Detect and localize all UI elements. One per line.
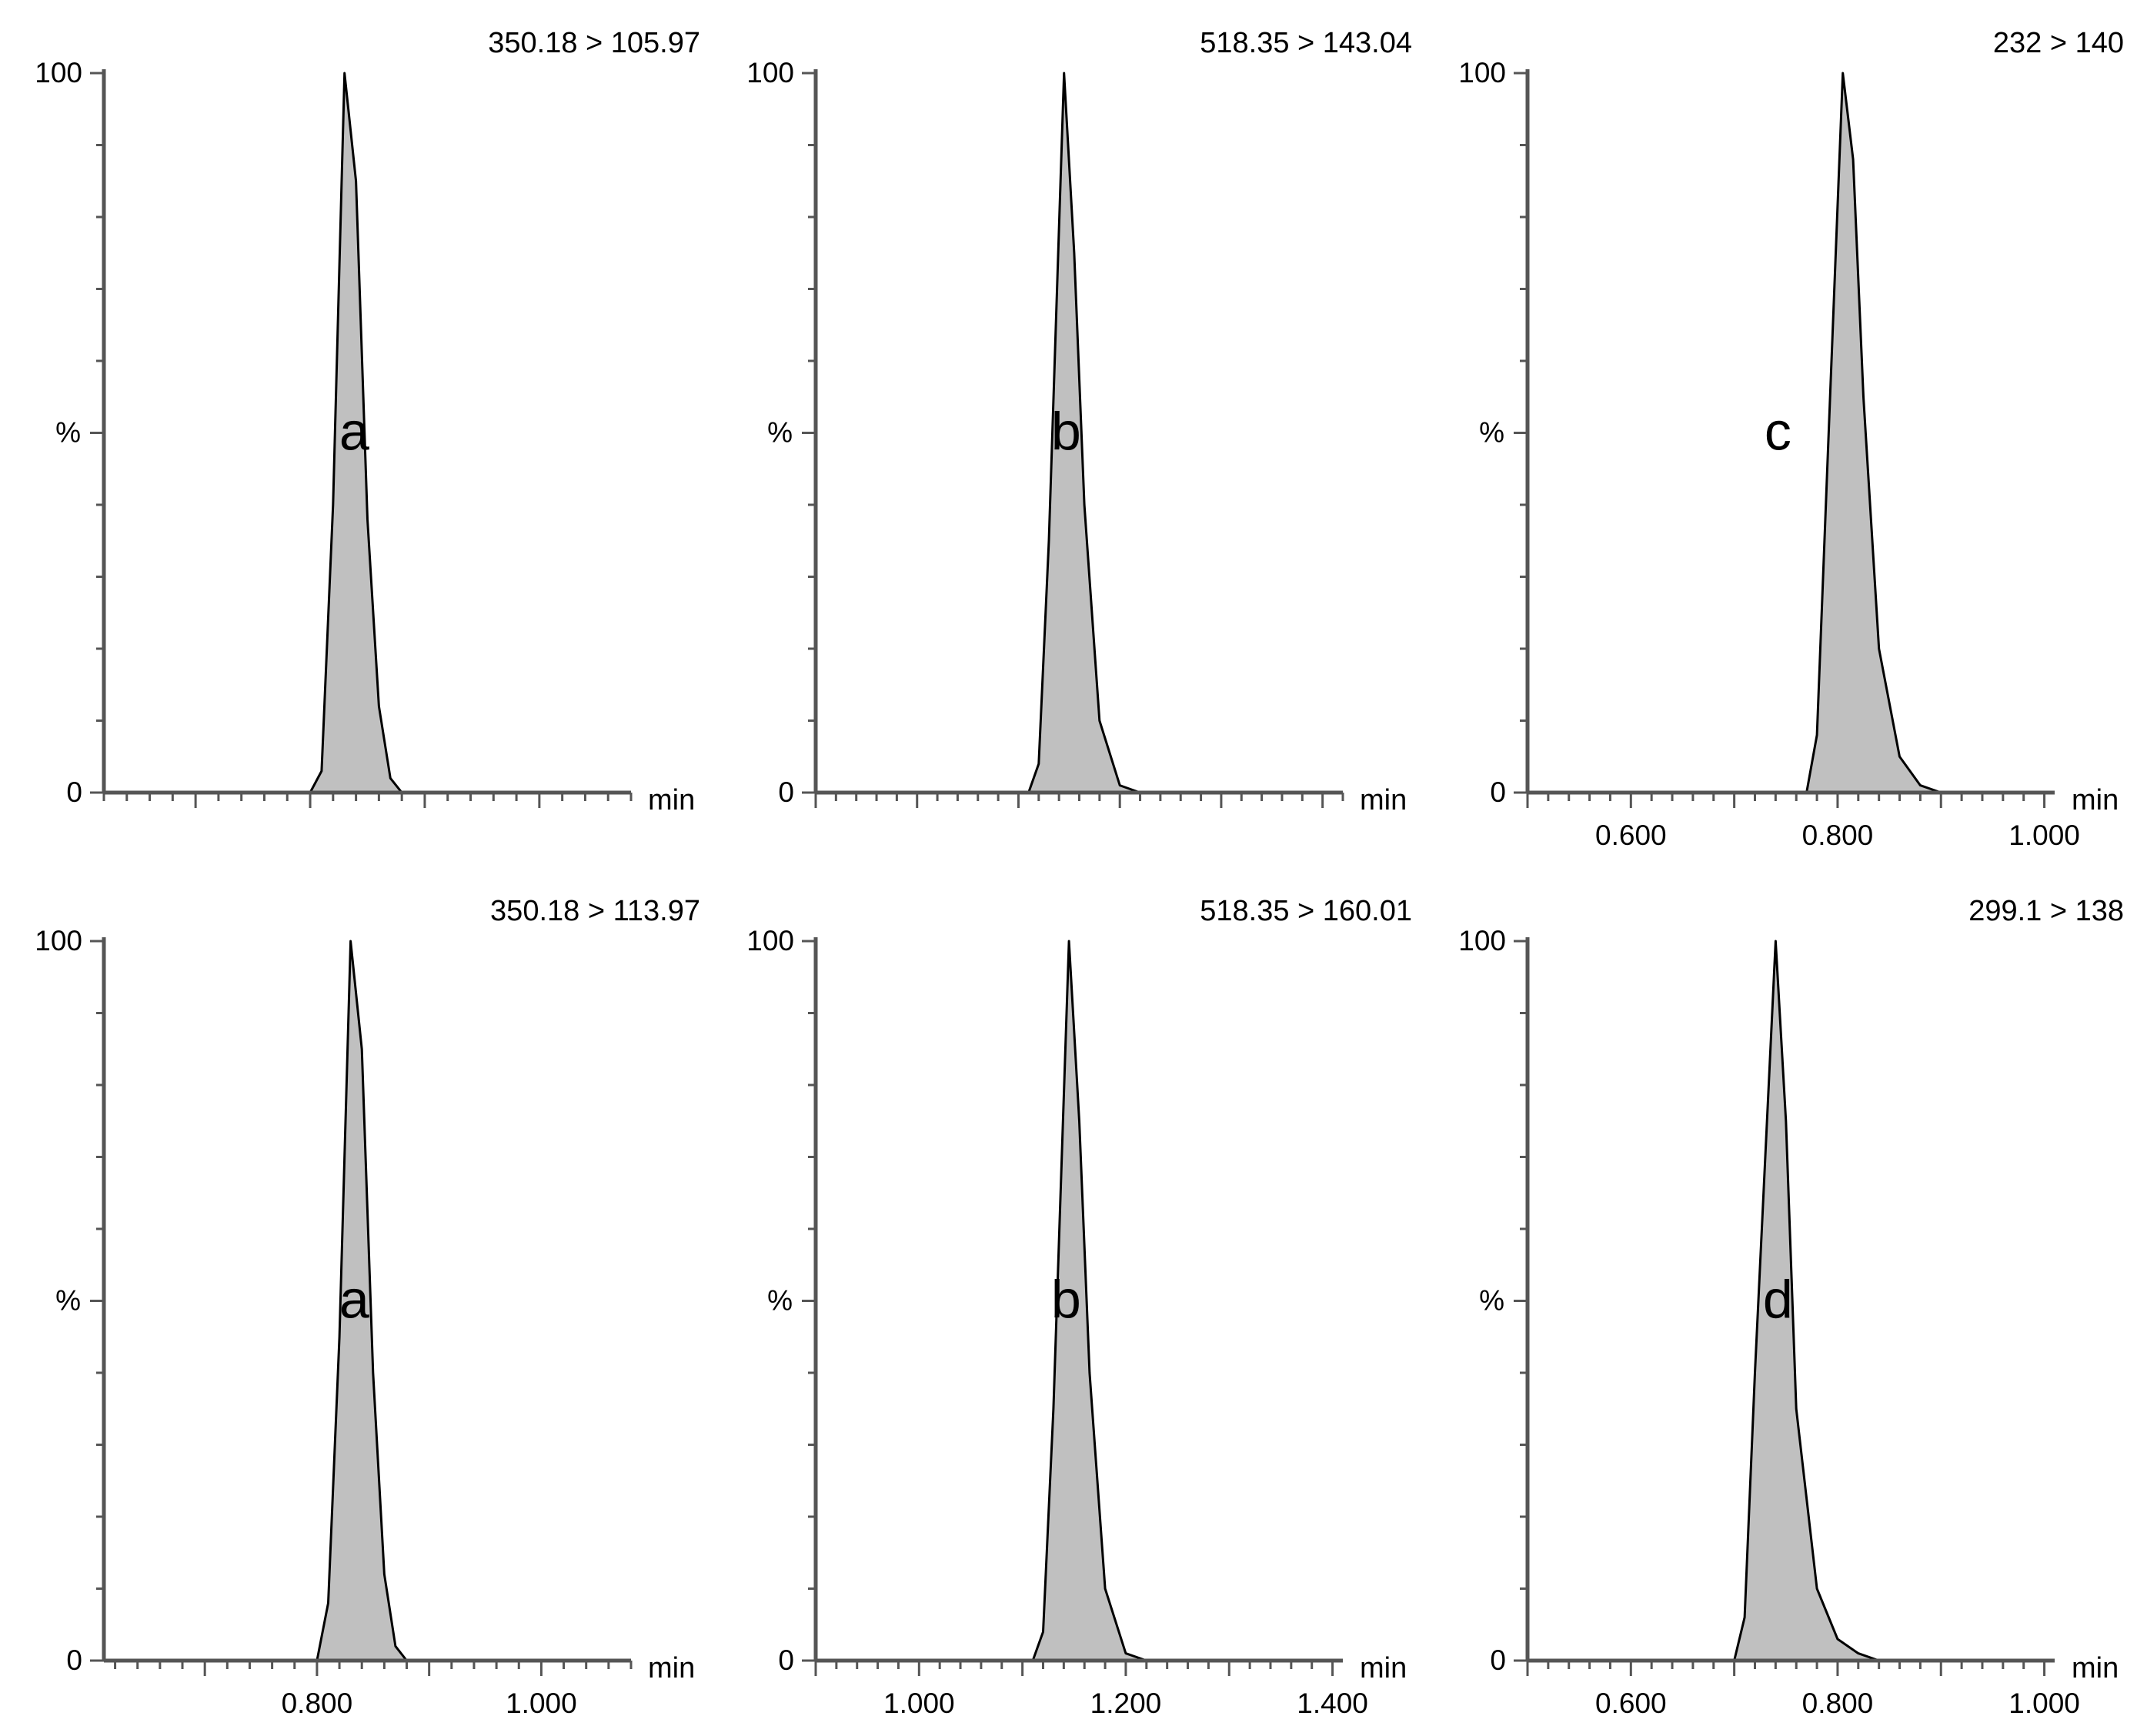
- peak-area: [1528, 940, 2055, 1662]
- x-tick-label: 1.400: [1297, 1688, 1368, 1719]
- panel-letter: a: [339, 1270, 369, 1330]
- x-axis-label: min: [2072, 784, 2119, 816]
- y-tick-label: 0: [66, 1644, 82, 1676]
- chromatogram-panel-bottom-left: 0 100% 0.800 1.000 min 350.18 > 113.97 a: [0, 868, 712, 1736]
- y-tick-label: 100: [1458, 57, 1506, 88]
- transition-label: 232 > 140: [1993, 27, 2124, 59]
- chart-svg: 0 100% 1.000 1.200 1.400 min 518.35 > 160.01 b: [746, 895, 1412, 1719]
- peak-area: [104, 940, 631, 1662]
- y-tick-label: 0: [778, 1644, 794, 1676]
- y-axis-label: %: [1479, 417, 1504, 449]
- panel-letter: b: [1051, 1270, 1081, 1330]
- chromatogram-panel-top-right: 0 100% 0.600 0.800 1.000 min 232 > 140 c: [1424, 0, 2137, 868]
- transition-label: 350.18 > 113.97: [490, 895, 700, 927]
- peak-area: [816, 940, 1343, 1662]
- x-axis-label: min: [648, 1652, 695, 1684]
- x-axis-label: min: [1360, 784, 1407, 816]
- y-tick-label: 0: [1490, 1644, 1506, 1676]
- x-tick-label: 1.000: [883, 1688, 955, 1719]
- transition-label: 350.18 > 105.97: [488, 27, 700, 59]
- y-axis-label: %: [767, 417, 793, 449]
- panel-letter: b: [1051, 402, 1081, 462]
- transition-label: 299.1 > 138: [1968, 895, 2124, 927]
- x-tick-label: 0.800: [1802, 1688, 1874, 1719]
- chart-svg: 0 100% 0.600 0.800 1.000 min 299.1 > 138 d: [1458, 895, 2124, 1719]
- y-tick-label: 100: [746, 925, 794, 956]
- chromatogram-panel-top-middle: 0 100% min 518.35 > 143.04 b: [712, 0, 1424, 868]
- peak-area: [816, 72, 1343, 794]
- chart-svg: 0 100% min 350.18 > 105.97 a: [35, 27, 700, 816]
- x-axis-label: min: [1360, 1652, 1407, 1684]
- chart-svg: 0 100% 0.600 0.800 1.000 min 232 > 140 c: [1458, 27, 2124, 851]
- chart-svg: 0 100% min 518.35 > 143.04 b: [746, 27, 1412, 816]
- panel-letter: d: [1763, 1270, 1793, 1330]
- y-tick-label: 0: [778, 776, 794, 808]
- y-tick-label: 100: [35, 925, 82, 956]
- transition-label: 518.35 > 160.01: [1200, 895, 1412, 927]
- peak-area: [1528, 72, 2055, 794]
- y-tick-label: 0: [1490, 776, 1506, 808]
- peak-area: [104, 72, 631, 794]
- x-axis-label: min: [2072, 1652, 2119, 1684]
- chromatogram-panel-top-left: 0 100% min 350.18 > 105.97 a: [0, 0, 712, 868]
- y-tick-label: 100: [35, 57, 82, 88]
- x-tick-label: 0.800: [282, 1688, 353, 1719]
- y-tick-label: 100: [746, 57, 794, 88]
- x-tick-label: 1.000: [506, 1688, 577, 1719]
- y-axis-label: %: [55, 417, 81, 449]
- x-tick-label: 0.800: [1802, 820, 1874, 851]
- chromatogram-panel-bottom-middle: 0 100% 1.000 1.200 1.400 min 518.35 > 160.01 b: [712, 868, 1424, 1736]
- x-tick-label: 1.000: [2008, 820, 2080, 851]
- x-tick-label: 1.200: [1090, 1688, 1162, 1719]
- panel-letter: a: [339, 402, 369, 462]
- x-axis-label: min: [648, 784, 695, 816]
- transition-label: 518.35 > 143.04: [1200, 27, 1412, 59]
- x-tick-label: 1.000: [2008, 1688, 2080, 1719]
- y-axis-label: %: [767, 1285, 793, 1317]
- chart-svg: 0 100% 0.800 1.000 min 350.18 > 113.97 a: [35, 895, 700, 1719]
- y-axis-label: %: [55, 1285, 81, 1317]
- y-tick-label: 0: [66, 776, 82, 808]
- y-axis-label: %: [1479, 1285, 1504, 1317]
- chromatogram-panel-bottom-right: 0 100% 0.600 0.800 1.000 min 299.1 > 138 d: [1424, 868, 2137, 1736]
- x-tick-label: 0.600: [1595, 820, 1667, 851]
- x-tick-label: 0.600: [1595, 1688, 1667, 1719]
- panel-letter: c: [1765, 402, 1791, 462]
- y-tick-label: 100: [1458, 925, 1506, 956]
